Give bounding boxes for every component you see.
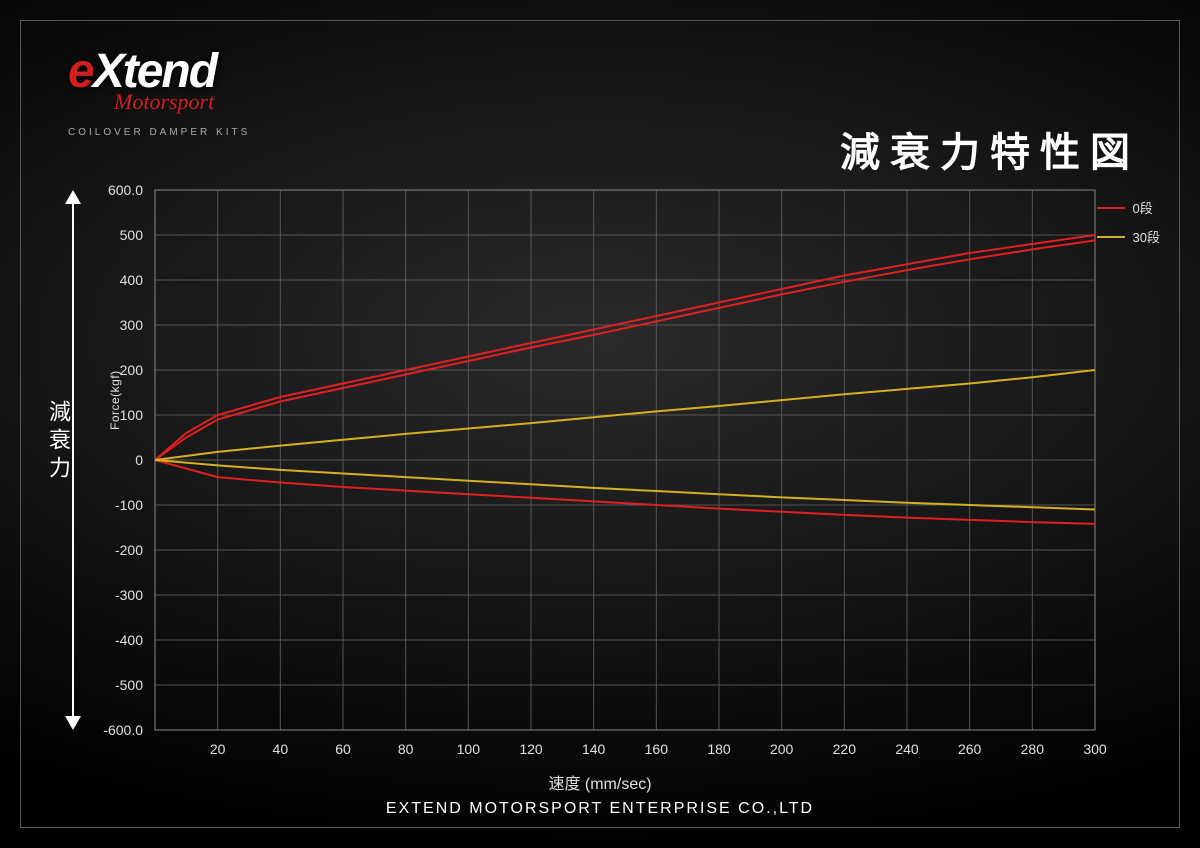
series-0段_upper [155, 235, 1095, 460]
x-tick-label: 300 [1083, 741, 1107, 757]
chart-svg: -600.0-500-400-300-200-10001002003004005… [155, 190, 1095, 730]
logo-brand: eXtend [68, 50, 328, 93]
damping-chart: -600.0-500-400-300-200-10001002003004005… [155, 190, 1095, 730]
x-tick-label: 120 [519, 741, 543, 757]
x-tick-label: 220 [833, 741, 857, 757]
chart-title: 減衰力特性図 [840, 120, 1140, 178]
x-tick-label: 200 [770, 741, 794, 757]
y-tick-label: -100 [115, 497, 143, 513]
legend-item: 30段 [1097, 227, 1160, 246]
chart-legend: 0段 30段 [1097, 198, 1160, 256]
legend-label: 0段 [1133, 198, 1153, 217]
x-tick-label: 160 [645, 741, 669, 757]
y-tick-label: 600.0 [108, 182, 143, 198]
legend-label: 30段 [1133, 227, 1160, 246]
y-tick-label: 400 [120, 272, 144, 288]
logo-tagline: COILOVER DAMPER KITS [68, 127, 328, 138]
x-tick-label: 20 [210, 741, 226, 757]
legend-item: 0段 [1097, 198, 1160, 217]
y-tick-label: -200 [115, 542, 143, 558]
x-tick-label: 180 [707, 741, 731, 757]
y-axis-title: 減衰力 [42, 400, 74, 484]
series-0段_upper_inner [155, 240, 1095, 460]
x-tick-label: 260 [958, 741, 982, 757]
y-tick-label: 500 [120, 227, 144, 243]
x-tick-label: 40 [273, 741, 289, 757]
x-tick-label: 60 [335, 741, 351, 757]
x-tick-label: 140 [582, 741, 606, 757]
y-tick-label: -400 [115, 632, 143, 648]
logo-subtitle: Motorsport [114, 89, 328, 115]
series-30段_lower [155, 460, 1095, 510]
brand-logo: eXtend Motorsport COILOVER DAMPER KITS [68, 50, 328, 138]
y-tick-label: 100 [120, 407, 144, 423]
y-tick-label: 200 [120, 362, 144, 378]
legend-swatch [1097, 236, 1125, 238]
x-tick-label: 80 [398, 741, 414, 757]
y-tick-label: -600.0 [103, 722, 143, 738]
y-tick-label: -300 [115, 587, 143, 603]
x-tick-label: 280 [1021, 741, 1045, 757]
x-tick-label: 240 [895, 741, 919, 757]
y-tick-label: -500 [115, 677, 143, 693]
x-axis-label: 速度 (mm/sec) [548, 770, 651, 794]
y-tick-label: 0 [135, 452, 143, 468]
legend-swatch [1097, 207, 1125, 209]
x-tick-label: 100 [457, 741, 481, 757]
y-tick-label: 300 [120, 317, 144, 333]
logo-prefix: e [68, 45, 93, 98]
footer-text: EXTEND MOTORSPORT ENTERPRISE CO.,LTD [386, 800, 814, 818]
series-0段_lower [155, 460, 1095, 524]
